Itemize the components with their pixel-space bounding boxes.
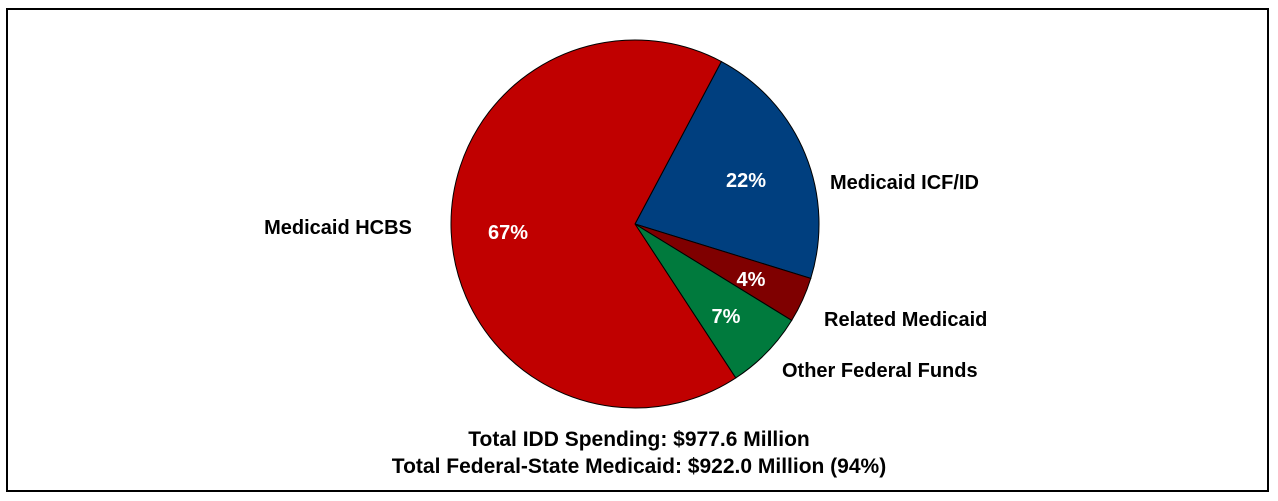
slice-value-related-medicaid: 4% bbox=[737, 269, 766, 291]
slice-value-medicaid-icf-id: 22% bbox=[726, 170, 766, 192]
slice-medicaid-icf-id bbox=[634, 60, 820, 280]
slice-value-other-federal-funds: 7% bbox=[712, 306, 741, 328]
slice-label-other-federal-funds: Other Federal Funds bbox=[782, 360, 978, 382]
slice-label-medicaid-icf-id: Medicaid ICF/ID bbox=[830, 172, 979, 194]
slice-label-medicaid-hcbs: Medicaid HCBS bbox=[264, 217, 412, 239]
total-idd-spending-note: Total IDD Spending: $977.6 Million bbox=[468, 428, 810, 451]
slice-label-related-medicaid: Related Medicaid bbox=[824, 309, 987, 331]
pie-slices bbox=[450, 39, 820, 409]
total-medicaid-note: Total Federal-State Medicaid: $922.0 Mil… bbox=[391, 455, 887, 478]
slice-medicaid-hcbs bbox=[450, 39, 737, 409]
slice-value-medicaid-hcbs: 67% bbox=[488, 222, 528, 244]
